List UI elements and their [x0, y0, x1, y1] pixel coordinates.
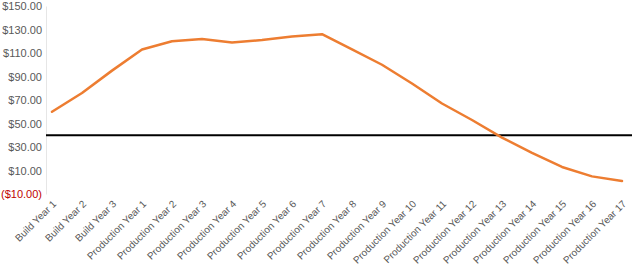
y-tick: $50.00: [8, 118, 46, 130]
y-tick: $110.00: [3, 47, 46, 59]
y-tick-label: $10.00: [8, 165, 42, 177]
y-tick: $30.00: [8, 141, 46, 153]
x-axis-line: [53, 194, 623, 195]
y-tick: $10.00: [8, 165, 46, 177]
plot-area: [46, 34, 632, 181]
y-tick-label: $130.00: [2, 24, 42, 36]
y-tick-label: $50.00: [8, 118, 42, 130]
y-axis: ($10.00) $10.00 $30.00 $50.00 $70.00 $90.00 $1…: [1, 0, 46, 200]
chart: ($10.00) $10.00 $30.00 $50.00 $70.00 $90.00 $1…: [0, 0, 640, 265]
reference-line: [46, 134, 632, 136]
y-tick: ($10.00): [1, 188, 46, 200]
x-tick: Production Year 17: [561, 194, 629, 265]
y-axis-line: [46, 7, 47, 195]
y-tick: $130.00: [2, 24, 46, 36]
y-tick-label: $150.00: [2, 0, 42, 12]
series-line: [52, 34, 622, 181]
y-tick: $150.00: [2, 0, 46, 12]
y-tick-label: $90.00: [8, 71, 42, 83]
x-tick-label: Production Year 17: [561, 198, 629, 265]
y-tick-label: ($10.00): [1, 188, 42, 200]
y-tick-label: $70.00: [8, 94, 42, 106]
y-tick: $70.00: [8, 94, 46, 106]
y-tick: $90.00: [8, 71, 46, 83]
y-tick-label: $110.00: [3, 47, 42, 59]
y-tick-label: $30.00: [8, 141, 42, 153]
x-axis: Build Year 1Build Year 2Build Year 3Prod…: [13, 194, 629, 265]
